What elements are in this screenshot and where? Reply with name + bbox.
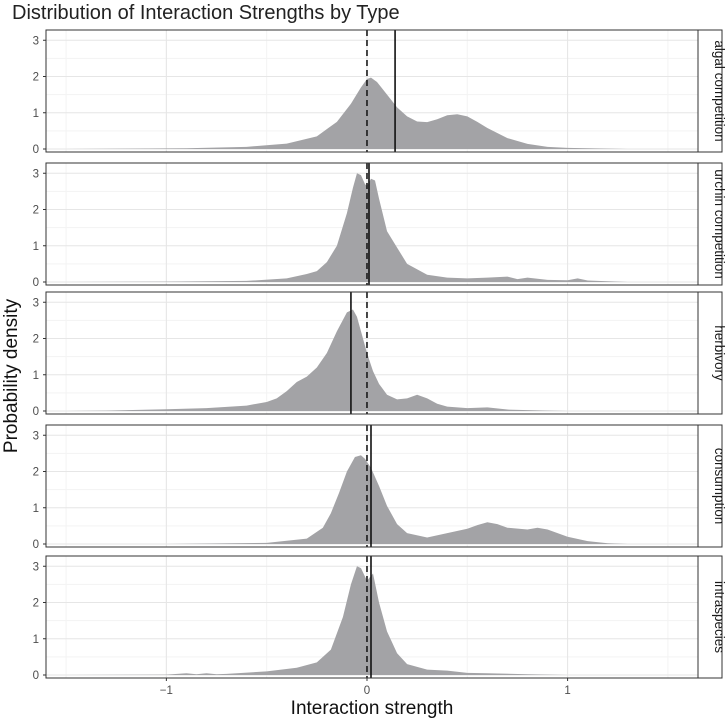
y-tick-label: 0 (33, 670, 39, 682)
chart-title: Distribution of Interaction Strengths by… (12, 2, 400, 24)
y-tick-label: 3 (33, 430, 39, 442)
y-tick-label: 3 (33, 35, 39, 47)
x-tick-label: 1 (564, 685, 570, 697)
y-tick-label: 1 (33, 503, 39, 515)
y-tick-label: 1 (33, 108, 39, 120)
y-tick-label: 2 (33, 598, 39, 610)
y-tick-label: 0 (33, 539, 39, 551)
density-area (66, 309, 668, 411)
y-tick-label: 0 (33, 277, 39, 289)
x-axis-title: Interaction strength (291, 698, 454, 719)
y-tick-label: 3 (33, 297, 39, 309)
facet-panels: algal competition 0 1 2 3 urchin competition 0… (33, 29, 727, 682)
facet-panel: herbivory 0 1 2 3 (33, 291, 727, 418)
facet-strip-label: urchin competition (712, 169, 727, 279)
y-tick-label: 1 (33, 634, 39, 646)
y-tick-label: 0 (33, 406, 39, 418)
facet-strip-label: algal competition (712, 40, 727, 141)
facet-strip (697, 29, 723, 153)
x-axis: −1 0 1 (160, 678, 571, 697)
y-tick-label: 2 (33, 334, 39, 346)
y-tick-label: 0 (33, 144, 39, 156)
facet-strip-label: consumption (712, 448, 727, 525)
y-tick-label: 2 (33, 205, 39, 217)
facet-panel: consumption 0 1 2 3 (33, 424, 727, 551)
facet-strip (697, 291, 723, 415)
facet-panel: intraspecies 0 1 2 3 (33, 555, 727, 682)
y-tick-label: 2 (33, 467, 39, 479)
x-tick-label: 0 (364, 685, 370, 697)
facet-strip (697, 555, 723, 679)
facet-panel: algal competition 0 1 2 3 (33, 29, 727, 156)
y-tick-label: 3 (33, 561, 39, 573)
y-axis-title: Probability density (1, 298, 22, 453)
facet-strip-label: intraspecies (712, 581, 727, 653)
y-tick-label: 3 (33, 168, 39, 180)
y-tick-label: 1 (33, 241, 39, 253)
facet-strip (697, 162, 723, 286)
facet-strip-label: herbivory (712, 325, 727, 381)
y-tick-label: 1 (33, 370, 39, 382)
facet-strip (697, 424, 723, 548)
x-tick-label: −1 (160, 685, 173, 697)
facet-panel: urchin competition 0 1 2 3 (33, 162, 727, 289)
density-area (166, 455, 628, 544)
y-tick-label: 2 (33, 72, 39, 84)
